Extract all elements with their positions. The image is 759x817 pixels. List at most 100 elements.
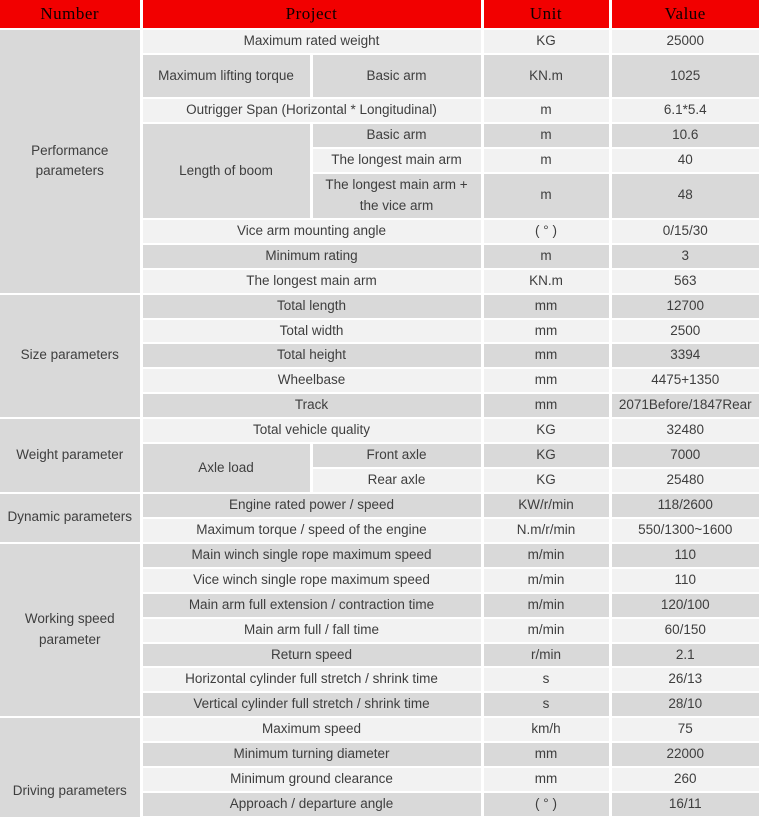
unit-cell: mm xyxy=(482,767,612,794)
unit-cell: mm xyxy=(482,318,612,345)
table-row: Main arm full extension / contraction ti… xyxy=(0,592,759,619)
value-cell: 2071Before/1847Rear xyxy=(610,393,759,420)
value-cell: 6.1*5.4 xyxy=(610,98,759,125)
value-cell: 40 xyxy=(610,148,759,175)
value-cell: 120/100 xyxy=(610,592,759,619)
table-row: Vice arm mounting angle ( ° ) 0/15/30 xyxy=(0,218,759,245)
table-row: Dynamic parameters Engine rated power / … xyxy=(0,493,759,544)
group-cell-working-speed: Working speed parameter xyxy=(0,542,143,719)
value-cell: 22000 xyxy=(610,742,759,769)
value-cell: 110 xyxy=(610,542,759,569)
table-row: Main arm full / fall time m/min 60/150 xyxy=(0,617,759,644)
value-cell: 25480 xyxy=(610,468,759,495)
value-cell: 1025 xyxy=(610,54,759,100)
unit-cell: m/min xyxy=(482,592,612,619)
unit-cell: KG xyxy=(482,29,612,56)
table-row: Horizontal cylinder full stretch / shrin… xyxy=(0,667,759,694)
value-cell: 48 xyxy=(610,173,759,220)
group-cell-driving: Driving parameters xyxy=(0,717,143,817)
value-cell: 32480 xyxy=(610,418,759,445)
project-cell: Horizontal cylinder full stretch / shrin… xyxy=(141,667,484,694)
project-cell: Maximum torque / speed of the engine xyxy=(141,517,484,544)
group-cell-weight: Weight parameter xyxy=(0,418,143,495)
table-row: Total width mm 2500 xyxy=(0,318,759,345)
unit-cell: m xyxy=(482,98,612,125)
col-header-project: Project xyxy=(141,0,484,31)
project-cell: Maximum speed xyxy=(141,717,484,744)
table-row: Performance parameters Maximum rated wei… xyxy=(0,29,759,295)
table-row: Vertical cylinder full stretch / shrink … xyxy=(0,692,759,719)
project-sub-cell: Basic arm xyxy=(311,123,484,150)
project-sub-cell: Basic arm xyxy=(311,54,484,100)
value-cell: 25000 xyxy=(610,29,759,56)
project-group-cell: Maximum lifting torque xyxy=(141,54,313,100)
table-row: Approach / departure angle ( ° ) 16/11 xyxy=(0,792,759,817)
table-row: The longest main arm + the vice arm m 48 xyxy=(0,173,759,220)
col-header-unit: Unit xyxy=(482,0,612,31)
value-cell: 2500 xyxy=(610,318,759,345)
project-cell: Engine rated power / speed xyxy=(141,493,484,519)
project-cell: Minimum rating xyxy=(141,243,484,270)
table-row: Maximum lifting torque Basic arm KN.m 10… xyxy=(0,54,759,100)
value-cell: 12700 xyxy=(610,293,759,320)
project-cell: Main arm full / fall time xyxy=(141,617,484,644)
value-cell: 118/2600 xyxy=(610,493,759,519)
project-cell: Main arm full extension / contraction ti… xyxy=(141,592,484,619)
unit-cell: N.m/r/min xyxy=(482,517,612,544)
group-cell-size: Size parameters xyxy=(0,293,143,420)
value-cell: 563 xyxy=(610,268,759,295)
project-cell: Vertical cylinder full stretch / shrink … xyxy=(141,692,484,719)
project-cell: Minimum ground clearance xyxy=(141,767,484,794)
value-cell: 0/15/30 xyxy=(610,218,759,245)
table-row: Return speed r/min 2.1 xyxy=(0,642,759,669)
project-cell: Total length xyxy=(141,293,484,320)
project-cell: Minimum turning diameter xyxy=(141,742,484,769)
unit-cell: m xyxy=(482,173,612,220)
value-cell: 16/11 xyxy=(610,792,759,817)
project-sub-cell: The longest main arm + the vice arm xyxy=(311,173,484,220)
project-cell: Return speed xyxy=(141,642,484,669)
unit-cell: mm xyxy=(482,393,612,420)
project-sub-cell: The longest main arm xyxy=(311,148,484,175)
project-cell: Total vehicle quality xyxy=(141,418,484,445)
project-cell: Outrigger Span (Horizontal * Longitudina… xyxy=(141,98,484,125)
table-row: Rear axle KG 25480 xyxy=(0,468,759,495)
project-cell: Approach / departure angle xyxy=(141,792,484,817)
value-cell: 2.1 xyxy=(610,642,759,669)
unit-cell: m xyxy=(482,243,612,270)
value-cell: 7000 xyxy=(610,443,759,470)
unit-cell: m/min xyxy=(482,567,612,594)
table-row: The longest main arm KN.m 563 xyxy=(0,268,759,295)
table-row: Driving parameters Maximum speed km/h 75 xyxy=(0,717,759,817)
table-row: Wheelbase mm 4475+1350 xyxy=(0,368,759,395)
value-cell: 28/10 xyxy=(610,692,759,719)
value-cell: 110 xyxy=(610,567,759,594)
table-row: Total height mm 3394 xyxy=(0,343,759,370)
group-cell-performance: Performance parameters xyxy=(0,29,143,295)
table-row: Axle load Front axle KG 7000 xyxy=(0,443,759,495)
unit-cell: KG xyxy=(482,468,612,495)
project-group-cell: Axle load xyxy=(141,443,313,495)
unit-cell: s xyxy=(482,667,612,694)
unit-cell: s xyxy=(482,692,612,719)
unit-cell: KN.m xyxy=(482,268,612,295)
unit-cell: KN.m xyxy=(482,54,612,100)
project-cell: Vice arm mounting angle xyxy=(141,218,484,245)
project-cell: Total width xyxy=(141,318,484,345)
table-row: Maximum torque / speed of the engine N.m… xyxy=(0,517,759,544)
project-cell: Wheelbase xyxy=(141,368,484,395)
table-row: Minimum turning diameter mm 22000 xyxy=(0,742,759,769)
project-cell: The longest main arm xyxy=(141,268,484,295)
unit-cell: mm xyxy=(482,742,612,769)
table-row: Weight parameter Total vehicle quality K… xyxy=(0,418,759,495)
project-cell: Total height xyxy=(141,343,484,370)
table-row: Minimum ground clearance mm 260 xyxy=(0,767,759,794)
project-cell: Maximum rated weight xyxy=(141,29,484,56)
unit-cell: ( ° ) xyxy=(482,218,612,245)
table-row: Track mm 2071Before/1847Rear xyxy=(0,393,759,420)
header-row: Number Project Unit Value xyxy=(0,0,759,31)
col-header-value: Value xyxy=(610,0,759,31)
table-row: Minimum rating m 3 xyxy=(0,243,759,270)
unit-cell: mm xyxy=(482,368,612,395)
